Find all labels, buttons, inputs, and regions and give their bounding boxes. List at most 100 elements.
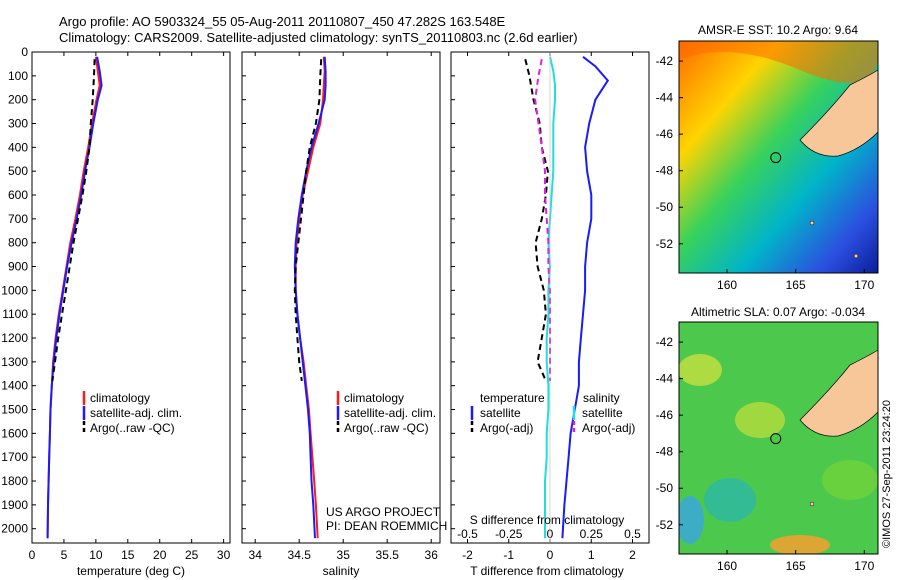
longitude-tick-label: 170 — [854, 559, 874, 573]
sla-anomaly-patch — [822, 460, 878, 500]
temperature-tick-label: 20 — [153, 548, 167, 562]
sla-anomaly-patch — [679, 354, 722, 386]
legend-satellite-label: satellite-adj. clim. — [344, 406, 436, 420]
temperature-panel: 0100200300400500600700800900100011001200… — [1, 45, 455, 578]
depth-tick-label: 1300 — [1, 355, 28, 369]
header-line-2: Climatology: CARS2009. Satellite-adjuste… — [59, 30, 578, 45]
legend-climatology-label: climatology — [90, 391, 150, 405]
legend-satellite-label: satellite-adj. clim. — [90, 406, 182, 420]
temperature-tick-label: 15 — [121, 548, 135, 562]
depth-tick-label: 300 — [8, 117, 28, 131]
depth-tick-label: 700 — [8, 212, 28, 226]
latitude-tick-label: -52 — [656, 518, 674, 532]
t-difference-label: T difference from climatology — [470, 564, 624, 578]
legend-t-argo-label: Argo(-adj) — [480, 421, 533, 435]
depth-tick-label: 800 — [8, 236, 28, 250]
temperature-tick-label: 25 — [185, 548, 199, 562]
salinity-tick-label: 36 — [425, 548, 439, 562]
s-diff-tick-label: -0.25 — [495, 527, 523, 541]
legend-temperature-title: temperature — [480, 391, 545, 405]
salinity-xlabel: salinity — [323, 564, 360, 578]
t-diff-tick-label: -2 — [462, 548, 473, 562]
t-argo-diff-line — [524, 58, 549, 382]
longitude-tick-label: 160 — [717, 559, 737, 573]
latitude-tick-label: -46 — [656, 408, 674, 422]
salinity-tick-label: 34.5 — [288, 548, 312, 562]
sla-anomaly-patch — [770, 535, 830, 554]
depth-tick-label: 1700 — [1, 450, 28, 464]
depth-tick-label: 2000 — [1, 522, 28, 536]
imos-timestamp: ©IMOS 27-Sep-2011 23:24:20 — [881, 400, 893, 548]
sst-argo-position-marker — [770, 152, 782, 164]
sla-map-frame — [678, 321, 879, 555]
legend-climatology-label: climatology — [344, 391, 404, 405]
difference-legend: temperature salinity satellite Argo(-adj… — [470, 391, 635, 435]
s-diff-tick-label: -0.5 — [457, 527, 478, 541]
depth-tick-label: 600 — [8, 188, 28, 202]
sst-warm-patch — [679, 41, 878, 83]
pi-credit: PI: DEAN ROEMMICH — [326, 519, 447, 533]
sst-map-frame — [678, 40, 879, 274]
sla-anomaly-patch — [679, 496, 704, 544]
argo-line — [293, 59, 323, 382]
longitude-tick-label: 165 — [786, 278, 806, 292]
latitude-tick-label: -44 — [656, 372, 674, 386]
latitude-tick-label: -48 — [656, 164, 674, 178]
depth-tick-label: 1600 — [1, 426, 28, 440]
t-diff-tick-label: 2 — [629, 548, 636, 562]
latitude-tick-label: -44 — [656, 91, 674, 105]
salinity-plot-frame — [241, 51, 441, 544]
latitude-tick-label: -50 — [656, 481, 674, 495]
legend-s-argo-label: Argo(-adj) — [582, 421, 635, 435]
depth-tick-label: 1400 — [1, 379, 28, 393]
legend-argo-label: Argo(..raw -QC) — [90, 421, 175, 435]
sst-island — [853, 253, 859, 259]
longitude-tick-label: 165 — [786, 559, 806, 573]
latitude-tick-label: -46 — [656, 127, 674, 141]
sla-anomaly-patch — [704, 478, 756, 522]
sla-island — [809, 501, 815, 507]
temperature-tick-label: 5 — [61, 548, 68, 562]
salinity-tick-label: 35 — [337, 548, 351, 562]
temperature-tick-label: 30 — [217, 548, 231, 562]
satellite-adj-clim-line — [46, 56, 103, 539]
temperature-xlabel: temperature (deg C) — [77, 564, 185, 578]
depth-tick-label: 100 — [8, 69, 28, 83]
sla-anomaly-patch — [735, 402, 785, 438]
depth-tick-label: 1100 — [2, 307, 28, 321]
temperature-legend: climatology satellite-adj. clim. Argo(..… — [82, 391, 182, 435]
longitude-tick-label: 170 — [854, 278, 874, 292]
s-difference-label: S difference from climatology — [470, 513, 625, 527]
latitude-tick-label: -50 — [656, 200, 674, 214]
s-diff-tick-label: 0.25 — [580, 527, 604, 541]
temperature-plot-frame — [31, 51, 231, 544]
sst-land — [799, 69, 878, 157]
sst-map: AMSR-E SST: 10.2 Argo: 9.64 160 165 170 -42… — [656, 23, 879, 292]
t-diff-tick-label: 1 — [588, 548, 595, 562]
sla-map-title: Altimetric SLA: 0.07 Argo: -0.034 — [691, 305, 865, 319]
t-diff-tick-label: -1 — [503, 548, 514, 562]
legend-t-satellite-label: satellite — [480, 406, 521, 420]
longitude-tick-label: 160 — [717, 278, 737, 292]
depth-tick-label: 0 — [21, 45, 28, 59]
temperature-tick-label: 0 — [29, 548, 36, 562]
legend-argo-label: Argo(..raw -QC) — [344, 421, 429, 435]
latitude-tick-label: -48 — [656, 445, 674, 459]
sla-map: Altimetric SLA: 0.07 Argo: -0.034 160 165… — [656, 305, 879, 573]
s-diff-tick-label: 0.5 — [624, 527, 641, 541]
salinity-tick-label: 34 — [249, 548, 263, 562]
difference-panel: -2 -1 0 1 2 -0.5 -0.25 0 0.25 0.5 S difference f… — [450, 51, 650, 578]
depth-tick-label: 900 — [8, 260, 28, 274]
sla-land — [799, 349, 878, 437]
depth-tick-label: 1000 — [1, 283, 28, 297]
legend-s-satellite-label: satellite — [582, 406, 623, 420]
depth-tick-label: 1900 — [1, 498, 28, 512]
depth-tick-label: 1200 — [1, 331, 28, 345]
depth-tick-label: 200 — [8, 93, 28, 107]
t-satellite-diff-line — [561, 56, 610, 539]
depth-tick-label: 400 — [8, 140, 28, 154]
latitude-tick-label: -42 — [656, 54, 674, 68]
salinity-legend: climatology satellite-adj. clim. Argo(..… — [336, 391, 436, 435]
depth-tick-label: 500 — [8, 164, 28, 178]
